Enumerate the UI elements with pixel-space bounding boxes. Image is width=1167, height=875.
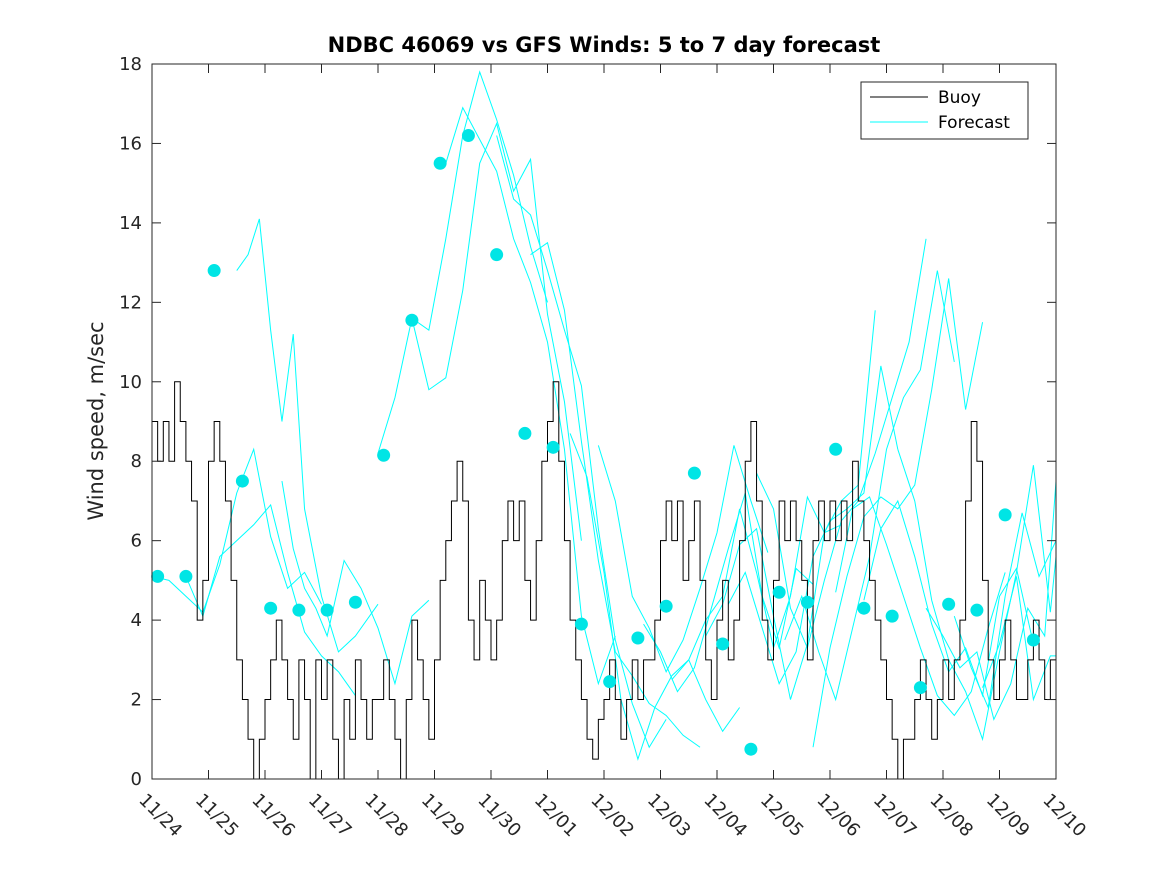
forecast-marker [377, 448, 391, 462]
forecast-series-line [411, 122, 582, 541]
forecast-series-line [569, 433, 741, 761]
forecast-marker [744, 742, 758, 756]
y-tick-label: 14 [119, 213, 142, 234]
y-tick-label: 18 [119, 54, 142, 75]
legend-buoy-label: Buoy [938, 88, 981, 108]
y-tick-label: 16 [119, 133, 142, 154]
forecast-marker [433, 156, 447, 170]
x-tick-label: 12/06 [812, 790, 864, 842]
forecast-series-line [812, 278, 984, 748]
forecast-series-line [597, 445, 769, 673]
x-tick-label: 12/08 [925, 790, 977, 842]
x-tick-label: 12/10 [1038, 790, 1090, 842]
forecast-series-line [671, 495, 842, 681]
x-tick-label: 12/09 [982, 790, 1034, 842]
x-tick-label: 11/24 [134, 790, 186, 842]
forecast-series-line [236, 218, 379, 653]
plot-area [151, 63, 1057, 780]
x-tick-label: 11/26 [247, 790, 299, 842]
x-tick-label: 12/01 [530, 790, 582, 842]
forecast-marker [829, 442, 843, 456]
forecast-marker [320, 603, 334, 617]
x-tick-label: 12/07 [869, 790, 921, 842]
forecast-marker [235, 474, 249, 488]
forecast-marker [461, 129, 475, 142]
chart-title: NDBC 46069 vs GFS Winds: 5 to 7 day fore… [328, 33, 881, 57]
legend-forecast-label: Forecast [938, 113, 1010, 133]
forecast-marker [348, 595, 362, 609]
x-tick-label: 11/27 [304, 790, 356, 842]
forecast-marker [998, 508, 1012, 522]
forecast-marker [659, 599, 673, 613]
forecast-marker [264, 601, 278, 615]
x-tick-label: 11/29 [417, 790, 469, 842]
buoy-line-group [152, 381, 1056, 779]
buoy-series-line [152, 381, 1056, 779]
forecast-series-line [643, 492, 814, 693]
forecast-series-line [530, 241, 701, 748]
forecast-marker [857, 601, 871, 615]
y-axis-label: Wind speed, m/sec [84, 321, 108, 520]
x-tick-label: 11/28 [360, 790, 412, 842]
legend-box [860, 81, 1029, 140]
forecast-marker [800, 595, 814, 609]
x-tick-label: 12/05 [756, 790, 808, 842]
y-tick-label: 2 [131, 690, 142, 711]
forecast-marker [970, 603, 984, 617]
y-tick-label: 0 [131, 769, 142, 790]
y-tick-label: 4 [131, 610, 142, 631]
y-tick-label: 12 [119, 292, 142, 313]
forecast-marker [574, 617, 588, 631]
y-axis: 0 2 4 6 8 10 12 14 16 18 [119, 54, 1056, 790]
forecast-series-line [152, 447, 322, 614]
forecast-marker [687, 466, 701, 480]
forecast-marker [885, 609, 899, 623]
forecast-marker [179, 569, 193, 583]
forecast-marker [716, 637, 730, 651]
forecast-marker [151, 569, 165, 583]
forecast-markers [151, 129, 1040, 756]
forecast-series-line [982, 576, 1056, 702]
forecast-series-line [953, 512, 1056, 710]
y-tick-label: 10 [119, 372, 142, 393]
x-tick-label: 12/03 [643, 790, 695, 842]
x-tick-label: 12/04 [699, 790, 751, 842]
forecast-series-line [496, 135, 667, 749]
legend: Buoy Forecast [860, 81, 1029, 140]
forecast-series-line [705, 310, 876, 700]
y-tick-label: 6 [131, 531, 142, 552]
forecast-marker [207, 264, 221, 278]
forecast-series-line [281, 481, 430, 686]
forecast-series-line [445, 106, 616, 686]
forecast-marker [913, 681, 927, 695]
forecast-marker [490, 248, 504, 262]
x-tick-label: 11/25 [191, 790, 243, 842]
forecast-series-line [897, 449, 1056, 742]
forecast-marker [292, 603, 306, 617]
forecast-marker [518, 426, 532, 440]
forecast-marker [405, 313, 419, 327]
x-tick-label: 12/02 [586, 790, 638, 842]
x-tick-label: 11/30 [473, 790, 525, 842]
forecast-marker [546, 440, 560, 454]
y-tick-label: 8 [131, 451, 142, 472]
forecast-marker [603, 675, 617, 689]
forecast-marker [772, 585, 786, 599]
forecast-marker [631, 631, 645, 645]
forecast-marker [1026, 633, 1040, 647]
forecast-marker [942, 597, 956, 611]
